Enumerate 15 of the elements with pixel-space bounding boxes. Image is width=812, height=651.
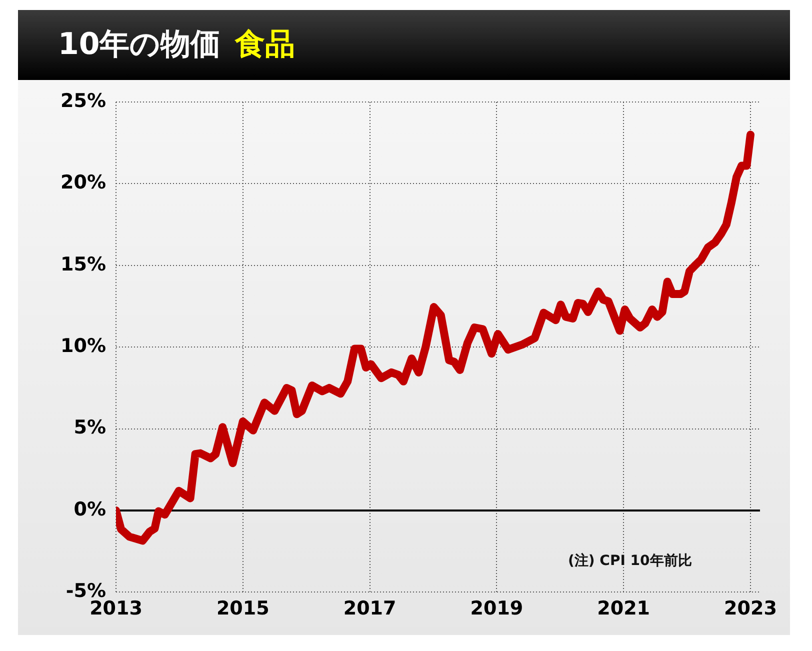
y-tick-label: 0%: [74, 498, 106, 520]
y-tick-label: 25%: [60, 90, 106, 112]
x-tick-label: 2017: [343, 598, 396, 620]
chart-title: 10年の物価: [58, 27, 221, 62]
y-tick-label: 20%: [60, 172, 106, 194]
y-tick-label: 5%: [74, 416, 106, 439]
x-tick-label: 2019: [470, 598, 524, 620]
x-tick-label: 2013: [90, 598, 142, 620]
x-tick-label: 2023: [724, 598, 777, 620]
annotation: (注) CPI 10年前比: [568, 552, 692, 570]
x-tick-label: 2021: [597, 598, 650, 620]
y-tick-label: 10%: [60, 335, 106, 358]
x-tick-label: 2015: [216, 598, 270, 620]
chart-subtitle: 食品: [234, 27, 295, 62]
y-tick-label: 15%: [60, 253, 106, 276]
